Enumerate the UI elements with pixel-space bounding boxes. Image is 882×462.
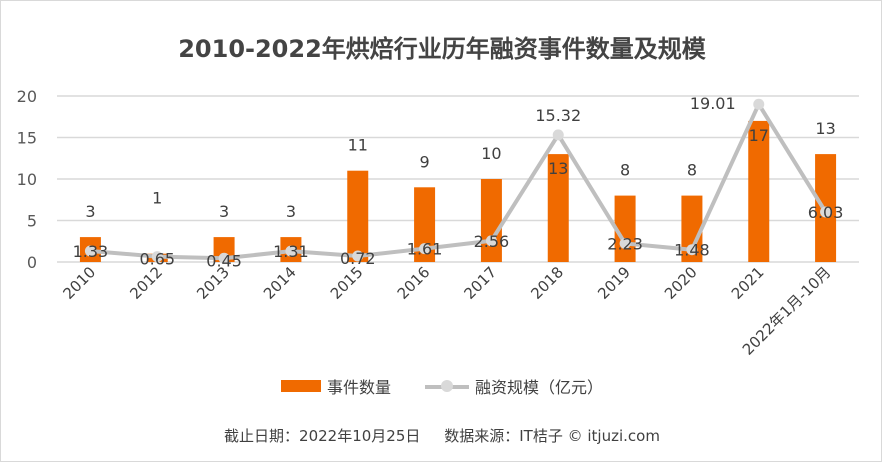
line-data-label: 1.48 bbox=[674, 241, 710, 260]
line-data-label: 15.32 bbox=[535, 106, 581, 125]
bar-data-label: 8 bbox=[620, 161, 630, 180]
legend-label-line: 融资规模（亿元） bbox=[475, 378, 604, 397]
legend: 事件数量 融资规模（亿元） bbox=[1, 374, 881, 398]
legend-label-bar: 事件数量 bbox=[326, 378, 391, 397]
line-data-label: 2.23 bbox=[607, 234, 643, 253]
line-marker bbox=[619, 237, 631, 249]
bar-data-label: 11 bbox=[348, 136, 368, 155]
legend-item-line: 融资规模（亿元） bbox=[425, 374, 603, 398]
line-marker bbox=[151, 251, 163, 263]
line-data-label: 2.56 bbox=[474, 232, 510, 251]
bar-data-label: 13 bbox=[815, 119, 835, 138]
y-tick-label: 5 bbox=[27, 212, 37, 231]
bar-data-label: 3 bbox=[85, 202, 95, 221]
line-marker bbox=[419, 243, 431, 255]
line-marker bbox=[753, 98, 765, 110]
x-tick-label: 2016 bbox=[394, 263, 434, 303]
line-data-label: 6.03 bbox=[808, 203, 844, 222]
bar-data-label: 8 bbox=[687, 161, 697, 180]
line-marker bbox=[285, 245, 297, 257]
line-data-label: 0.45 bbox=[206, 251, 242, 270]
x-tick-label: 2017 bbox=[461, 263, 501, 303]
bar-data-label: 13 bbox=[548, 159, 568, 178]
y-tick-label: 10 bbox=[17, 170, 37, 189]
bar bbox=[681, 195, 703, 262]
x-tick-label: 2015 bbox=[327, 263, 367, 303]
line-data-label: 1.33 bbox=[73, 242, 109, 261]
x-tick-label: 2019 bbox=[594, 263, 634, 303]
line-data-label: 1.61 bbox=[407, 240, 443, 259]
bar bbox=[347, 170, 369, 262]
line-data-label: 0.65 bbox=[139, 250, 175, 269]
x-tick-label: 2012 bbox=[126, 263, 166, 303]
line-marker bbox=[218, 252, 230, 264]
y-tick-label: 15 bbox=[17, 129, 37, 148]
line-marker bbox=[820, 206, 832, 218]
x-tick-label: 2018 bbox=[527, 263, 567, 303]
line-series bbox=[90, 102, 828, 261]
line-marker bbox=[352, 250, 364, 262]
bar-data-label: 1 bbox=[152, 189, 162, 208]
line-data-label: 0.72 bbox=[340, 249, 376, 268]
legend-item-bar: 事件数量 bbox=[280, 374, 391, 398]
legend-swatch-line bbox=[425, 380, 469, 392]
bar-data-label: 3 bbox=[219, 202, 229, 221]
bar-data-label: 9 bbox=[419, 152, 429, 171]
line-data-label: 19.01 bbox=[690, 94, 736, 113]
bar-data-label: 10 bbox=[481, 144, 501, 163]
legend-swatch-bar bbox=[280, 380, 321, 392]
x-tick-label: 2020 bbox=[661, 263, 701, 303]
line-data-label: 1.31 bbox=[273, 242, 309, 261]
bar bbox=[748, 120, 770, 263]
bar-data-label: 3 bbox=[286, 202, 296, 221]
x-tick-label: 2014 bbox=[260, 263, 300, 303]
bar bbox=[547, 154, 569, 262]
x-tick-label: 2010 bbox=[60, 263, 100, 303]
line-marker bbox=[552, 129, 564, 141]
bar-data-label: 17 bbox=[749, 126, 769, 145]
footer-source: 截止日期：2022年10月25日 数据来源：IT桔子 © itjuzi.com bbox=[224, 427, 660, 445]
line-marker bbox=[485, 235, 497, 247]
x-tick-label: 2021 bbox=[728, 263, 768, 303]
bar bbox=[414, 187, 436, 262]
chart-title: 2010-2022年烘焙行业历年融资事件数量及规模 bbox=[178, 35, 706, 63]
line-marker bbox=[686, 244, 698, 256]
y-tick-label: 0 bbox=[27, 253, 37, 272]
line-marker bbox=[84, 245, 96, 257]
y-tick-label: 20 bbox=[17, 87, 37, 106]
